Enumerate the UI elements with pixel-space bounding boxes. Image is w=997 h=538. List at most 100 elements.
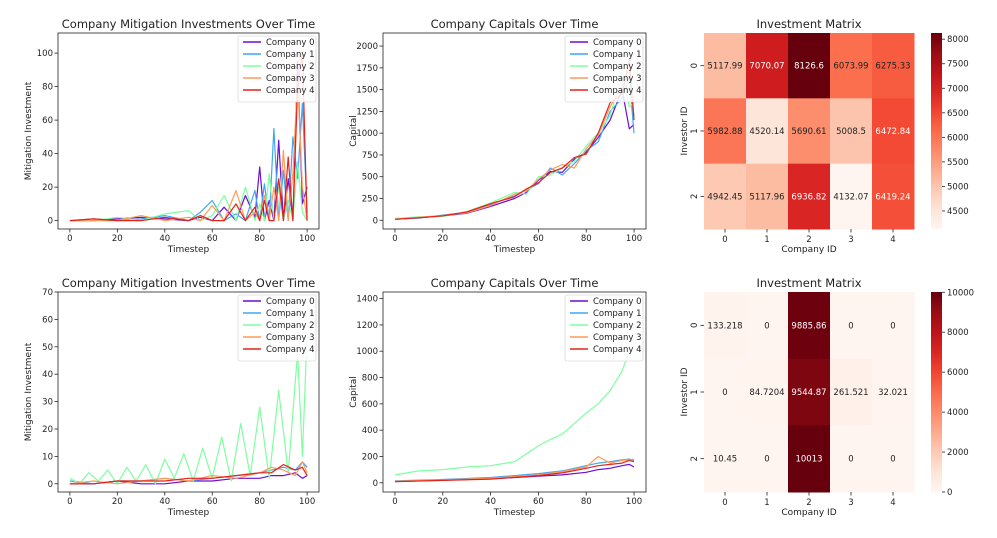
cell-label: 10.45: [713, 455, 737, 465]
colorbar-tick-label: 7000: [947, 84, 969, 94]
legend-label: Company 4: [593, 345, 642, 355]
x-tick-label: 40: [159, 234, 170, 244]
cell-label: 0: [764, 321, 769, 331]
y-tick-label: 50: [42, 343, 53, 353]
colorbar-tick-label: 6000: [947, 368, 969, 378]
x-axis-label: Company ID: [781, 508, 836, 518]
y-tick-label: 60: [42, 116, 53, 126]
y-tick-label: 1: [690, 128, 700, 133]
heatmap-cell: [788, 163, 831, 230]
heatmap-cell: [872, 98, 915, 165]
cell-label: 0: [764, 455, 769, 465]
x-tick-label: 0: [722, 498, 727, 508]
legend-box: [237, 35, 317, 103]
y-tick-label: 80: [42, 83, 53, 93]
chart-title: Company Capitals Over Time: [431, 276, 599, 290]
colorbar-tick-label: 8000: [947, 328, 969, 338]
cell-label: 4132.07: [833, 192, 868, 202]
cell-label: 6936.82: [791, 192, 826, 202]
colorbar-tick-label: 0: [947, 488, 952, 498]
cell-label: 0: [722, 388, 727, 398]
x-tick-label: 0: [67, 234, 72, 244]
series-line-4: [69, 464, 308, 485]
heatmap-cell: [830, 33, 873, 99]
legend-label: Company 1: [593, 50, 642, 60]
cell-label: 9885.86: [791, 321, 826, 331]
cell-label: 6275.33: [875, 62, 910, 72]
cell-label: 5008.5: [836, 127, 866, 137]
legend-label: Company 2: [266, 321, 315, 331]
y-tick-label: 0: [690, 63, 700, 68]
y-tick-label: 100: [37, 49, 53, 59]
line-chart-0: 0 20 40 60 80 100 0 20 40 60 80 100 Company Mitigati…: [24, 17, 320, 255]
heatmap-cell: [746, 98, 789, 165]
colorbar-gradient: [931, 292, 942, 492]
legend-label: Company 3: [266, 74, 315, 84]
x-tick-label: 2: [806, 498, 811, 508]
x-tick-label: 1: [764, 235, 769, 245]
cell-label: 0: [890, 455, 895, 465]
heatmap-cell: [830, 358, 873, 426]
x-tick-label: 1: [764, 498, 769, 508]
cell-label: 133.218: [707, 321, 742, 331]
y-tick-label: 30: [42, 398, 53, 408]
heatmap-cell: [830, 292, 873, 360]
y-tick-label: 10: [42, 452, 53, 462]
heatmap-cell: [788, 358, 831, 426]
series-line-3: [394, 455, 635, 482]
x-tick-label: 100: [626, 234, 642, 244]
cell-label: 0: [890, 321, 895, 331]
heatmap-2: 5117.99 7070.07 8126.6 6073.99 6275.33 5982.8…: [680, 17, 969, 255]
x-tick-label: 40: [159, 497, 170, 507]
y-tick-label: 400: [362, 426, 378, 436]
heatmap-cell: [830, 425, 873, 493]
cell-label: 4942.45: [707, 192, 742, 202]
y-tick-label: 20: [42, 425, 53, 435]
y-axis-label: Investor ID: [680, 367, 690, 416]
y-tick-label: 1000: [356, 347, 378, 357]
cell-label: 4520.14: [749, 127, 784, 137]
cell-label: 8126.6: [794, 62, 824, 72]
colorbar-tick-label: 5000: [947, 182, 969, 192]
chart-title: Investment Matrix: [757, 17, 862, 31]
y-tick-label: 0: [373, 479, 378, 489]
y-axis-label: Capital: [349, 376, 359, 408]
cell-label: 10013: [795, 455, 822, 465]
x-tick-label: 100: [299, 497, 315, 507]
y-tick-label: 250: [362, 195, 378, 205]
y-tick-label: 0: [690, 323, 700, 328]
x-tick-label: 80: [581, 497, 592, 507]
y-tick-label: 600: [362, 400, 378, 410]
colorbar-tick-label: 8000: [947, 35, 969, 45]
legend-label: Company 1: [266, 50, 315, 60]
cell-label: 6073.99: [833, 62, 868, 72]
x-axis-label: Timestep: [167, 508, 210, 518]
x-tick-label: 20: [112, 234, 123, 244]
series-line-2: [69, 333, 308, 485]
x-tick-label: 20: [112, 497, 123, 507]
legend-label: Company 4: [266, 86, 315, 96]
heatmap-5: 133.218 0 9885.86 0 0 0 84.7204 9544.87 261.521 3…: [680, 276, 974, 518]
cell-label: 7070.07: [749, 62, 784, 72]
colorbar: 4500 5000 5500 6000 6500 7000 7500 8000: [931, 33, 969, 229]
legend-label: Company 2: [593, 321, 642, 331]
y-tick-label: 70: [42, 288, 53, 298]
colorbar-tick-label: 10000: [947, 288, 974, 298]
heatmap-cell: [746, 292, 789, 360]
y-tick-label: 1750: [356, 64, 378, 74]
legend-label: Company 4: [593, 86, 642, 96]
y-tick-label: 40: [42, 150, 53, 160]
legend: Company 0 Company 1 Company 2 Company 3 Comp…: [564, 35, 644, 103]
y-tick-label: 2: [690, 194, 700, 199]
series-group: [69, 333, 308, 485]
series-line-4: [394, 459, 635, 483]
legend-label: Company 2: [266, 62, 315, 72]
colorbar-tick-label: 6000: [947, 133, 969, 143]
y-tick-label: 40: [42, 370, 53, 380]
legend: Company 0 Company 1 Company 2 Company 3 Comp…: [237, 35, 317, 103]
y-tick-label: 0: [48, 217, 53, 227]
chart-title: Company Mitigation Investments Over Time: [62, 276, 315, 290]
heatmap-cell: [704, 358, 747, 426]
cell-label: 9544.87: [791, 388, 826, 398]
colorbar: 0 2000 4000 6000 8000 10000: [931, 288, 974, 498]
